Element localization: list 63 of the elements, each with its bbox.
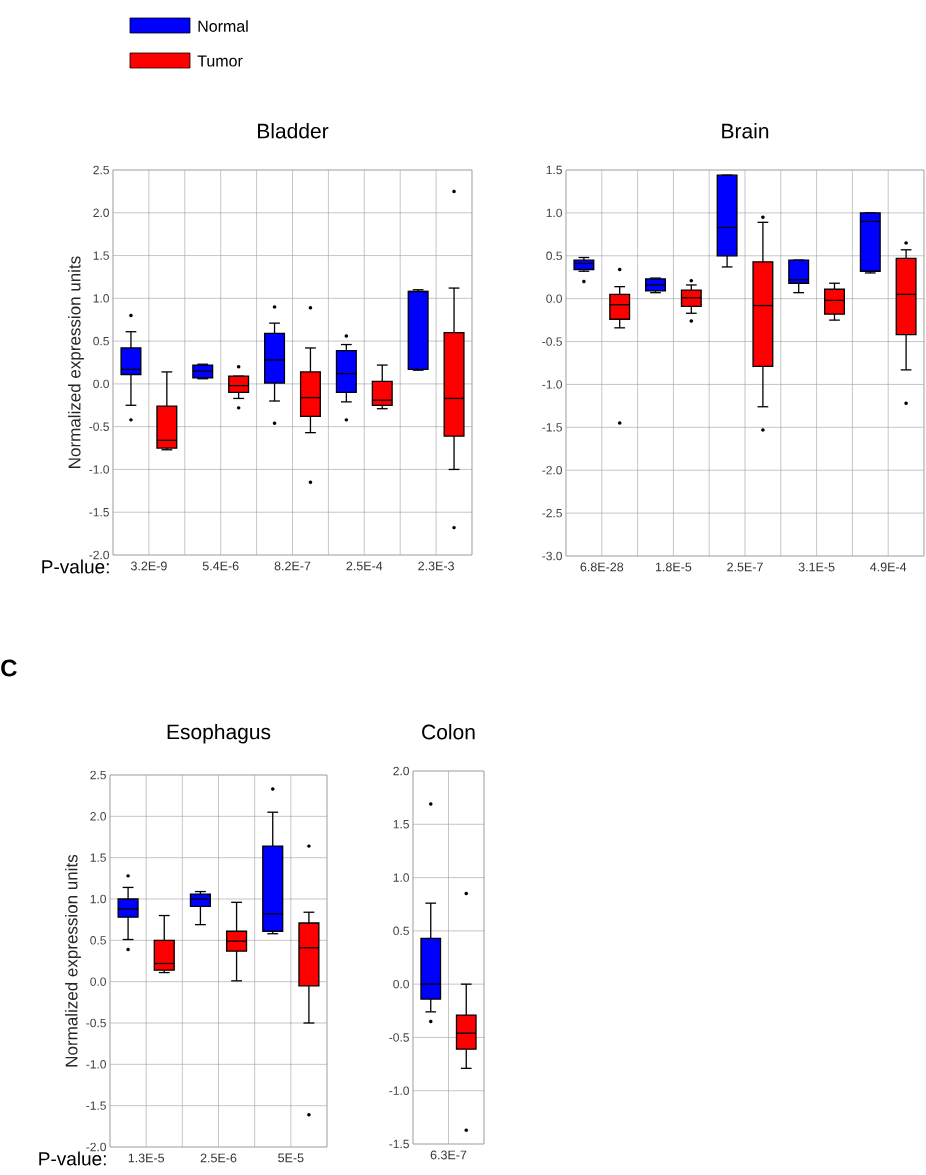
- x-axis-title: P-value:: [39, 1151, 106, 1166]
- legend-label: Normal: [198, 20, 248, 32]
- x-axis-title: P-value:: [42, 559, 109, 574]
- y-axis-title: Normalized expression units: [65, 854, 81, 1067]
- y-tick-label: 1.0: [546, 208, 562, 218]
- y-tick-label: -1.5: [542, 423, 562, 432]
- y-tick-label: -2.0: [86, 1142, 106, 1152]
- x-tick-label: 2.3E-3: [418, 561, 454, 571]
- chart-title: Brain: [722, 123, 769, 139]
- y-tick-label: 0.0: [90, 977, 106, 986]
- y-tick-label: -0.5: [89, 422, 109, 431]
- x-tick-label: 8.2E-7: [274, 561, 311, 571]
- y-tick-label: 2.0: [393, 766, 409, 776]
- y-tick-label: 1.0: [93, 294, 109, 303]
- y-tick-label: 0.0: [393, 979, 409, 989]
- y-tick-label: -0.5: [86, 1018, 106, 1028]
- x-tick-label: 3.1E-5: [798, 562, 835, 572]
- chart-title: Colon: [422, 724, 475, 740]
- legend-label: Tumor: [197, 55, 243, 67]
- y-tick-label: -2.0: [89, 550, 109, 560]
- x-tick-label: 6.8E-28: [580, 562, 624, 572]
- y-tick-label: 2.0: [90, 812, 106, 821]
- y-tick-label: -0.5: [389, 1033, 409, 1042]
- y-tick-label: 0.5: [393, 926, 409, 936]
- y-tick-label: -0.5: [542, 337, 562, 346]
- x-tick-label: 5E-5: [278, 1153, 304, 1163]
- y-tick-label: 0.0: [546, 294, 562, 303]
- y-tick-label: 1.5: [90, 853, 106, 862]
- y-tick-label: -1.0: [389, 1086, 409, 1095]
- y-tick-label: -2.5: [542, 508, 562, 518]
- y-tick-label: 1.5: [393, 820, 409, 829]
- y-tick-label: 2.5: [93, 165, 109, 175]
- x-tick-label: 4.9E-4: [870, 562, 907, 572]
- y-tick-label: 0.5: [93, 336, 109, 346]
- x-tick-label: 2.5E-6: [200, 1153, 237, 1163]
- y-tick-label: -1.5: [86, 1101, 106, 1110]
- y-tick-label: 2.5: [90, 770, 106, 780]
- y-tick-label: 0.5: [546, 251, 562, 261]
- chart-title: Esophagus: [167, 723, 271, 744]
- y-tick-label: -1.0: [86, 1060, 106, 1069]
- y-tick-label: 1.0: [90, 894, 106, 904]
- y-tick-label: 2.0: [93, 208, 109, 218]
- y-tick-label: -1.5: [389, 1139, 409, 1149]
- x-tick-label: 2.5E-7: [727, 562, 763, 572]
- y-tick-label: 1.5: [546, 165, 562, 175]
- y-tick-label: -2.0: [542, 465, 562, 475]
- x-tick-label: 3.2E-9: [130, 561, 167, 571]
- y-tick-label: 0.0: [93, 379, 109, 389]
- chart-title: Bladder: [258, 123, 329, 139]
- y-tick-label: -1.0: [542, 380, 562, 389]
- y-tick-label: 1.5: [93, 251, 109, 260]
- y-tick-label: 1.0: [393, 873, 409, 882]
- y-tick-label: -1.0: [89, 465, 109, 474]
- text: C: [1, 659, 17, 677]
- x-tick-label: 1.8E-5: [655, 562, 692, 572]
- y-tick-label: -3.0: [542, 551, 562, 561]
- y-tick-label: 0.5: [90, 936, 106, 945]
- y-tick-label: -1.5: [89, 508, 109, 517]
- x-tick-label: 5.4E-6: [202, 561, 239, 571]
- x-tick-label: 6.3E-7: [430, 1150, 467, 1160]
- x-tick-label: 1.3E-5: [128, 1153, 165, 1163]
- x-tick-label: 2.5E-4: [346, 561, 383, 571]
- y-axis-title: Normalized expression units: [68, 256, 84, 468]
